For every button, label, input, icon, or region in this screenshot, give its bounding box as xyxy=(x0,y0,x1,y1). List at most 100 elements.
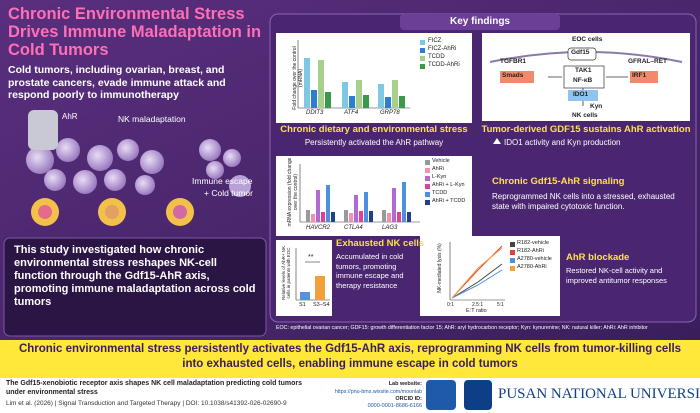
legend-swatch xyxy=(510,242,515,247)
lab-url[interactable]: https://pnu-bms.wixsite.com/moonlab xyxy=(334,389,422,395)
legend-label: TCDD xyxy=(428,54,445,60)
figure-panel xyxy=(420,236,560,316)
diagram-label: Gdf15 xyxy=(571,49,590,56)
illustration-label: Immune escape xyxy=(192,176,253,186)
footer-band xyxy=(0,378,700,413)
legend-swatch xyxy=(510,258,515,263)
study-box xyxy=(3,237,267,337)
finding-heading: AhR blockade xyxy=(566,252,630,263)
finding-text: Restored NK-cell activity and improved a… xyxy=(566,266,667,285)
findings-tab xyxy=(400,14,560,30)
category-label: DDIT3 xyxy=(306,110,324,116)
illustrative-bars xyxy=(297,40,410,109)
category-label: GRP78 xyxy=(380,110,400,116)
x-tick-label: 2.5:1 xyxy=(472,302,484,308)
diagram-label: EOC cells xyxy=(572,36,603,43)
legend-label: L-Kyn xyxy=(432,174,447,180)
citation-line: Lim et al. (2026) | Signal Transduction … xyxy=(6,400,287,407)
diagram-label: NK cells xyxy=(572,112,598,119)
illustrative-lines xyxy=(449,242,505,301)
citation-title: The Gdf15-xenobiotic receptor axis shape… xyxy=(6,380,303,396)
legend-swatch xyxy=(510,266,515,271)
category-label: S1 xyxy=(299,302,306,308)
finding-heading: Exhausted NK cells xyxy=(336,238,425,249)
legend-swatch xyxy=(425,176,430,181)
diagram-label: GFRAL–RET xyxy=(628,58,667,65)
x-tick-label: 5:1 xyxy=(497,302,504,308)
diagram-label: Smads xyxy=(502,72,524,79)
title: Chronic Environmental Stress Drives Immu… xyxy=(8,5,262,59)
footnote: EOC: epithelial ovarian cancer; GDF15: g… xyxy=(276,325,648,331)
legend-swatch xyxy=(420,48,425,53)
finding-text: Accumulated in cold tumors, promoting im… xyxy=(336,252,404,290)
lab-label: Lab website: xyxy=(388,381,422,387)
axis-label: mRNA expression (fold change over the co… xyxy=(287,157,299,227)
finding-heading: Chronic Gdf15-AhR signaling xyxy=(492,176,625,187)
category-label: LAG3 xyxy=(382,225,398,231)
legend-swatch xyxy=(510,250,515,255)
qr-code xyxy=(426,380,456,410)
category-label: HAVCR2 xyxy=(306,225,331,231)
findings-title: Key findings xyxy=(449,16,510,27)
diagram-label: Kyn xyxy=(590,103,603,110)
legend-swatch xyxy=(425,184,430,189)
legend-swatch xyxy=(425,192,430,197)
illustration-label: + Cold tumor xyxy=(204,188,253,198)
pathway-diagram xyxy=(489,47,683,106)
diagram-label: IDO1 xyxy=(573,91,589,98)
legend-swatch xyxy=(420,40,425,45)
finding-text: IDO1 activity and Kyn production xyxy=(504,138,621,147)
illustrative-bars xyxy=(295,248,330,301)
conclusion-band xyxy=(0,340,700,378)
legend-label: TCDD-AhRi xyxy=(428,62,460,68)
axis-label: Relative levels of AhR+ NK cells in pati… xyxy=(281,246,291,300)
illustrative-bars xyxy=(299,164,420,223)
legend-label: R182-AhRi xyxy=(517,248,544,254)
legend-swatch xyxy=(425,200,430,205)
figure-panel xyxy=(276,156,472,236)
finding-text: Reprogrammed NK cells into a stressed, e… xyxy=(492,192,675,211)
legend-label: R182-vehicle xyxy=(517,240,550,246)
diagram-label: TGFBR1 xyxy=(500,58,526,65)
significance-label: ** xyxy=(308,254,314,261)
orcid[interactable]: 0000-0001-8686-6166 xyxy=(367,403,422,409)
legend-swatch xyxy=(420,56,425,61)
legend-label: AhRi + TCDD xyxy=(432,198,466,204)
finding-heading: Chronic dietary and environmental stress xyxy=(280,124,468,135)
x-tick-label: 0:1 xyxy=(447,302,454,308)
axis-label: NK-mediated lysis (%) xyxy=(437,243,443,293)
diagram-label: NF-κB xyxy=(573,77,593,84)
diagram-label: IRF1 xyxy=(632,72,647,79)
study-text: This study investigated how chronic envi… xyxy=(14,244,256,308)
legend-swatch xyxy=(425,160,430,165)
legend-label: Vehicle xyxy=(432,158,450,164)
cells-illustration xyxy=(26,110,251,226)
category-label: ATF4 xyxy=(344,110,359,116)
legend-label: A2780-vehicle xyxy=(517,256,552,262)
axis-label: E:T ratio xyxy=(466,308,487,314)
legend-swatch xyxy=(420,64,425,69)
legend-label: FICZ-AhRi xyxy=(428,46,457,52)
legend-label: AhRi + L-Kyn xyxy=(432,182,465,188)
university-name: PUSAN NATIONAL UNIVERSITY xyxy=(498,386,700,402)
up-arrow-icon xyxy=(493,138,501,144)
legend-label: A2780-AhRi xyxy=(517,264,547,270)
orcid-label: ORCID ID: xyxy=(395,396,422,402)
legend-label: AhRi xyxy=(432,166,444,172)
axis-label: Fold change over the control (mRNA) xyxy=(292,46,304,110)
legend-label: FICZ xyxy=(428,38,442,44)
subtitle: Cold tumors, including ovarian, breast, … xyxy=(8,64,226,101)
university-logo xyxy=(464,380,492,410)
finding-text: Persistently activated the AhR pathway xyxy=(304,138,444,147)
legend-label: TCDD xyxy=(432,190,448,196)
category-label: CTLA4 xyxy=(344,225,363,231)
diagram-label: TAK1 xyxy=(575,67,592,74)
illustration-label: AhR xyxy=(62,112,78,121)
finding-heading: Tumor-derived GDF15 sustains AhR activat… xyxy=(481,124,691,135)
category-label: S3–S4 xyxy=(313,302,330,308)
conclusion: Chronic environmental stress persistentl… xyxy=(18,343,682,370)
legend-swatch xyxy=(425,168,430,173)
illustration-label: NK maladaptation xyxy=(118,114,186,124)
